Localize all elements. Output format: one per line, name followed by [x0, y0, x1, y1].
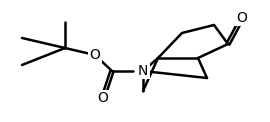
Text: O: O — [97, 91, 109, 105]
Text: N: N — [138, 64, 148, 78]
Text: O: O — [237, 11, 247, 25]
Text: O: O — [90, 48, 100, 62]
